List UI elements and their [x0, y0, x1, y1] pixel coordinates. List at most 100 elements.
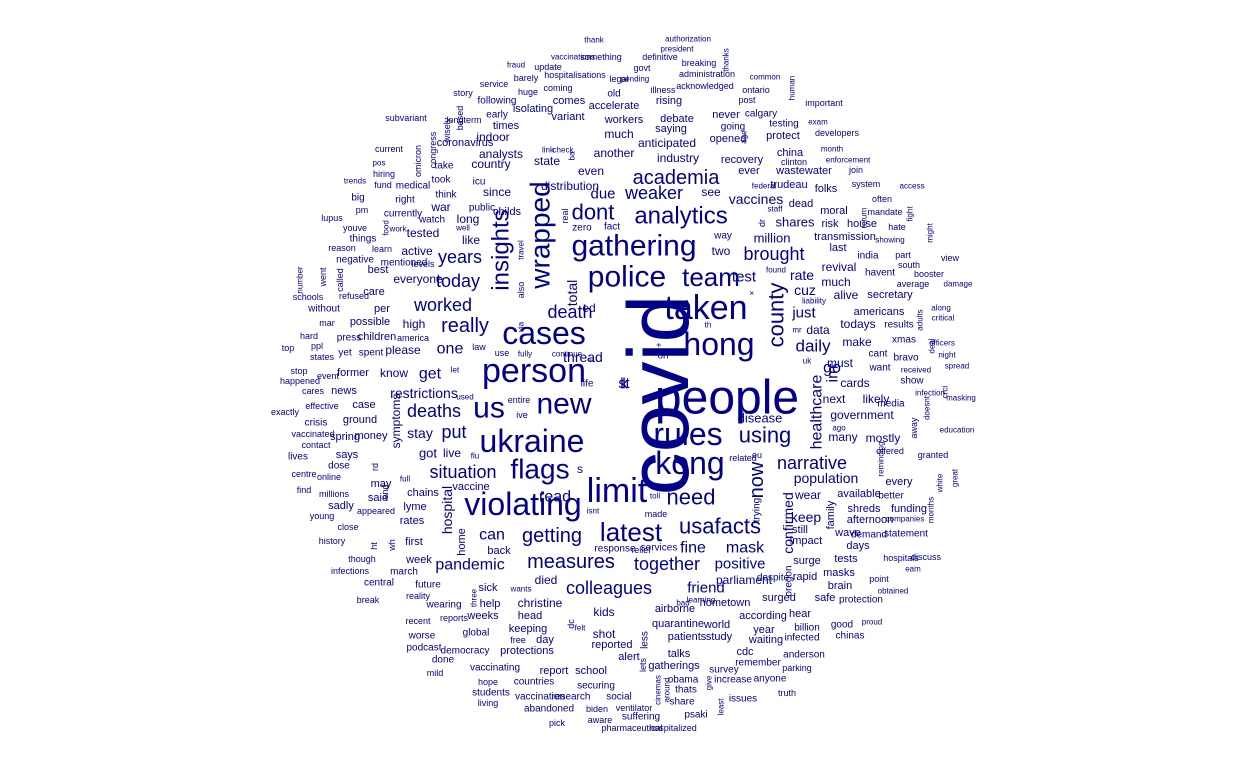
word-400: media — [877, 399, 905, 410]
word-450: free — [510, 635, 526, 645]
word-475: ba — [568, 151, 577, 160]
word-156: chains — [407, 487, 439, 499]
word-56: one — [437, 341, 464, 358]
word-354: ontario — [742, 85, 770, 95]
word-342: pending — [621, 75, 649, 84]
word-45: fine — [680, 540, 706, 557]
word-311: trends — [344, 177, 366, 186]
word-48: im — [825, 366, 842, 383]
word-61: confirmed — [780, 492, 796, 553]
word-326: longterm — [446, 115, 481, 125]
word-20: analytics — [634, 203, 727, 230]
word-346: definitive — [642, 52, 678, 62]
word-375: india — [857, 251, 879, 262]
word-244: pick — [549, 718, 566, 728]
word-369: hate — [888, 222, 906, 232]
word-58: restrictions — [390, 385, 458, 401]
word-199: family — [825, 500, 837, 529]
word-125: never — [712, 109, 740, 121]
word-68: rate — [790, 267, 814, 283]
word-411: months — [927, 497, 936, 523]
word-353: common — [750, 73, 781, 82]
word-221: thats — [675, 685, 697, 696]
word-40: years — [438, 247, 482, 267]
word-153: said — [368, 492, 388, 504]
word-396: received — [901, 366, 931, 375]
word-114: country — [471, 157, 510, 171]
word-338: vaccinations — [551, 53, 595, 62]
word-380: damage — [944, 280, 973, 289]
word-141: per — [374, 303, 390, 315]
word-296: learn — [372, 244, 392, 254]
word-118: anticipated — [638, 136, 696, 150]
word-72: two — [712, 244, 731, 258]
word-233: vaccinating — [470, 663, 520, 674]
word-181: hometown — [700, 597, 751, 609]
word-7: violating — [464, 486, 581, 522]
word-5: rules — [653, 416, 722, 452]
word-143: best — [368, 264, 389, 276]
word-230: protections — [500, 645, 554, 657]
word-108: folks — [815, 183, 838, 195]
word-461: response — [594, 544, 636, 555]
word-417: obtained — [878, 587, 909, 596]
word-168: head — [518, 610, 542, 622]
word-359: developers — [815, 128, 860, 138]
word-391: bravo — [893, 353, 918, 364]
word-261: young — [310, 511, 335, 521]
word-299: mentioned — [381, 258, 428, 269]
word-306: watch — [418, 215, 445, 226]
word-67: cuz — [794, 282, 816, 298]
word-392: deal — [928, 338, 937, 353]
word-418: proud — [862, 618, 882, 627]
word-420: truth — [778, 688, 796, 698]
word-270: contact — [301, 440, 331, 450]
word-421: oregon — [784, 565, 795, 596]
word-379: booster — [914, 269, 944, 279]
word-352: thanks — [722, 48, 731, 72]
word-24: county — [764, 283, 789, 348]
word-445: wh — [387, 539, 397, 552]
word-228: school — [575, 665, 607, 677]
word-309: food — [382, 220, 391, 236]
word-119: opened — [710, 133, 747, 145]
word-238: living — [478, 698, 499, 708]
word-86: many — [828, 430, 857, 444]
word-312: hiring — [373, 169, 395, 179]
word-442: flu — [471, 452, 479, 461]
word-47: positive — [715, 556, 766, 573]
word-276: happened — [280, 376, 320, 386]
word-174: reported — [592, 639, 633, 651]
word-337: hospitalisations — [544, 70, 606, 80]
word-106: wastewater — [775, 165, 832, 177]
word-28: really — [441, 315, 489, 337]
word-229: report — [540, 665, 569, 677]
word-271: vaccinated — [291, 429, 334, 439]
word-424: rapid — [793, 571, 817, 583]
word-383: along — [931, 304, 951, 313]
word-9: taken — [664, 289, 747, 327]
word-2: person — [482, 352, 586, 390]
word-210: wave — [834, 527, 861, 539]
word-31: situation — [429, 462, 496, 482]
word-467: oh — [657, 351, 668, 362]
word-59: population — [794, 470, 859, 486]
word-397: show — [900, 376, 924, 387]
word-33: together — [634, 554, 700, 574]
word-336: update — [534, 62, 562, 72]
word-476: age — [740, 130, 749, 144]
word-429: zero — [572, 223, 592, 234]
word-320: take — [435, 161, 454, 172]
word-324: wisely — [442, 117, 452, 143]
word-151: says — [336, 449, 359, 461]
word-463: services — [641, 543, 678, 554]
word-282: top — [282, 343, 295, 353]
word-291: called — [335, 268, 345, 292]
word-265: find — [297, 485, 312, 495]
word-208: funding — [891, 503, 927, 515]
word-37: worked — [413, 295, 472, 315]
word-82: data — [806, 323, 830, 337]
word-1: people — [655, 372, 799, 425]
word-395: want — [868, 363, 890, 374]
word-42: daily — [796, 337, 831, 356]
